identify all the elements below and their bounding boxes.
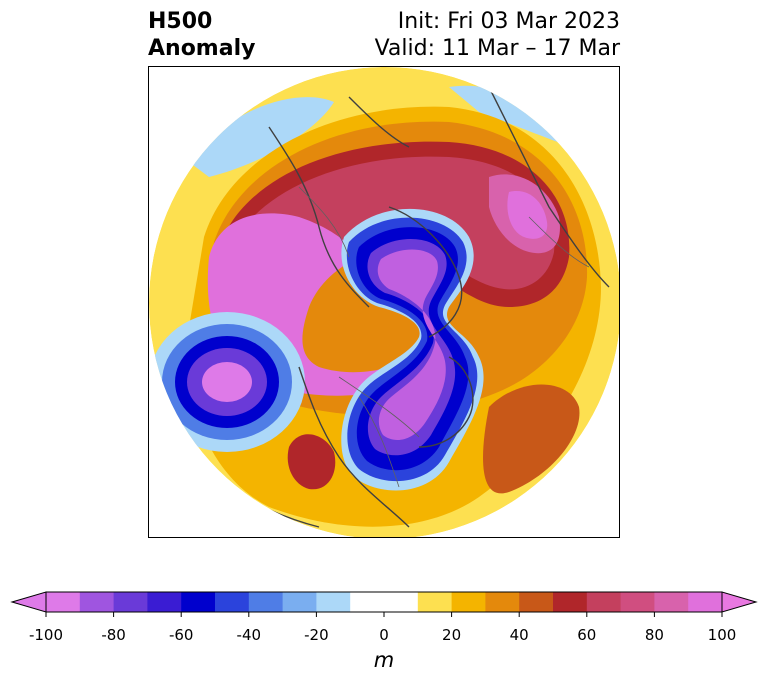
colorbar-segment: [586, 592, 622, 612]
colorbar-tickmarks: [45, 612, 723, 617]
anomaly-contour: [507, 191, 548, 239]
title-line-2: Anomaly: [148, 36, 256, 61]
colorbar-segment: [519, 592, 554, 612]
colorbar-segment: [282, 592, 317, 612]
coastlines: [208, 86, 610, 528]
colorbar-tick-label: -40: [236, 626, 262, 644]
anomaly-contour: [287, 434, 336, 490]
colorbar-segment: [654, 592, 689, 612]
pacific-low-contour: [202, 362, 252, 402]
colorbar-segment: [620, 592, 655, 612]
colorbar-segment: [248, 592, 284, 612]
anomaly-contour: [483, 384, 580, 494]
colorbar-segment: [316, 592, 351, 612]
colorbar-segment: [113, 592, 148, 612]
colorbar-tick-label: -20: [304, 626, 329, 644]
colorbar-segments: [46, 592, 723, 612]
colorbar-segment: [553, 592, 588, 612]
colorbar-segment: [79, 592, 115, 612]
colorbar-segment: [485, 592, 520, 612]
colorbar-segment: [46, 592, 81, 612]
country-borders: [298, 186, 590, 488]
colorbar-tick-label: 80: [644, 626, 664, 644]
colorbar-unit-label: m: [373, 648, 395, 672]
colorbar-tick-label: 60: [577, 626, 597, 644]
colorbar-tick-label: -60: [168, 626, 194, 644]
colorbar-tick-label: 40: [509, 626, 529, 644]
colorbar-segment: [451, 592, 486, 612]
colorbar-over-arrow: [721, 591, 758, 613]
anomaly-map: [148, 66, 620, 538]
anomaly-contour: [377, 249, 446, 440]
colorbar-segment: [147, 592, 182, 612]
colorbar-segment: [384, 592, 419, 612]
colorbar-tick-label: 0: [379, 626, 389, 644]
colorbar-segment: [417, 592, 453, 612]
valid-date: Valid: 11 Mar – 17 Mar: [374, 36, 620, 61]
colorbar-tick-label: 100: [707, 626, 737, 644]
init-date: Init: Fri 03 Mar 2023: [397, 9, 620, 34]
colorbar-segment: [688, 592, 723, 612]
colorbar-segment: [350, 592, 385, 612]
map-title: H500 Anomaly: [148, 8, 255, 62]
anomaly-map-svg: [149, 67, 619, 537]
colorbar-segment: [215, 592, 250, 612]
anomaly-contour: [189, 97, 334, 177]
colorbar-tick-label: 20: [442, 626, 462, 644]
colorbar-tick-label: -80: [101, 626, 126, 644]
colorbar-segment: [181, 592, 216, 612]
map-subtitle: Init: Fri 03 Mar 2023 Valid: 11 Mar – 17…: [375, 8, 620, 62]
colorbar: [10, 591, 758, 617]
colorbar-tick-label: -100: [28, 626, 64, 644]
title-line-1: H500: [148, 9, 213, 34]
colorbar-under-arrow: [10, 591, 47, 613]
